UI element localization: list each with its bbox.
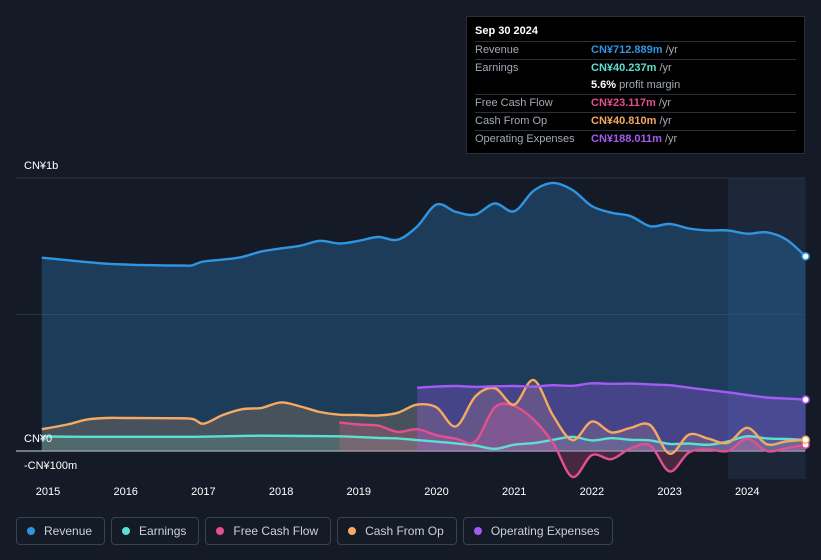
- x-axis-ticks: 2015 2016 2017 2018 2019 2020 2021 2022 2023 2024: [36, 486, 760, 498]
- tooltip-row-label: Operating Expenses: [475, 133, 575, 145]
- legend-label: Revenue: [44, 524, 93, 538]
- area-earnings: [41, 435, 806, 451]
- tooltip-row: Operating Expenses CN¥188.011m/yr: [475, 130, 796, 148]
- tooltip-row: 5.6% profit margin: [475, 77, 796, 94]
- x-tick-label: 2015: [36, 486, 60, 498]
- tooltip-date: Sep 30 2024: [475, 25, 538, 37]
- line-free-cash-flow: [339, 402, 806, 479]
- tooltip-row: Revenue CN¥712.889m/yr: [475, 41, 796, 59]
- x-tick-label: 2022: [580, 486, 604, 498]
- legend-item-free-cash-flow[interactable]: Free Cash Flow: [205, 517, 332, 545]
- end-marker-revenue: [801, 252, 810, 261]
- tooltip-row: Cash From Op CN¥40.810m/yr: [475, 112, 796, 130]
- tooltip-row-value: CN¥188.011m: [591, 133, 662, 145]
- legend-label: Cash From Op: [365, 524, 444, 538]
- legend-dot-icon: [473, 527, 482, 535]
- x-tick-label: 2016: [113, 486, 137, 498]
- tooltip-row-value: CN¥712.889m: [591, 44, 663, 56]
- x-tick-label: 2020: [424, 486, 448, 498]
- x-tick-label: 2019: [347, 486, 371, 498]
- tooltip-row-value: CN¥40.810m: [591, 115, 657, 127]
- y-axis-bottom-label: -CN¥100m: [24, 460, 78, 472]
- tooltip-row-unit: /yr: [665, 44, 678, 56]
- legend-item-operating-expenses[interactable]: Operating Expenses: [462, 517, 613, 545]
- line-revenue: [41, 181, 807, 267]
- tooltip-row-value: CN¥40.237m: [591, 62, 657, 74]
- past-year-highlight: [727, 178, 806, 479]
- legend-dot-icon: [348, 527, 357, 535]
- tooltip-row-label: Free Cash Flow: [475, 97, 553, 109]
- legend-label: Operating Expenses: [490, 524, 600, 538]
- tooltip-row-label: [475, 77, 591, 94]
- tooltip-row-unit: /yr: [664, 133, 678, 145]
- tooltip-row-label: Earnings: [475, 62, 519, 74]
- x-tick-label: 2017: [191, 486, 215, 498]
- legend-dot-icon: [122, 527, 131, 535]
- end-marker-cash-from-op: [801, 435, 810, 445]
- x-tick-label: 2021: [502, 486, 526, 498]
- legend-item-revenue[interactable]: Revenue: [16, 517, 106, 545]
- x-tick-label: 2023: [657, 486, 681, 498]
- series-end-markers: [801, 252, 810, 449]
- x-tick-label: 2018: [269, 486, 293, 498]
- line-cash-from-op: [41, 378, 806, 455]
- tooltip-row-unit: /yr: [659, 62, 672, 74]
- tooltip-rows: Revenue CN¥712.889m/yr Earnings CN¥40.237m /…: [475, 41, 796, 148]
- area-operating-expenses: [417, 383, 806, 451]
- legend-item-cash-from-op[interactable]: Cash From Op: [337, 517, 457, 545]
- gridlines: [16, 177, 806, 479]
- tooltip-row-label: Revenue: [475, 44, 520, 56]
- tooltip-row: Earnings CN¥40.237m/yr: [475, 59, 796, 77]
- y-axis-top-label: CN¥1b: [24, 160, 59, 172]
- legend-dot-icon: [216, 527, 225, 535]
- end-marker-operating-expenses: [801, 395, 810, 404]
- x-tick-label: 2024: [735, 486, 759, 498]
- line-operating-expenses: [417, 382, 806, 401]
- line-earnings: [41, 434, 806, 451]
- tooltip-row-value: CN¥23.117m: [591, 97, 656, 109]
- series-lines: [41, 181, 807, 479]
- tooltip-row-label: Cash From Op: [475, 115, 548, 127]
- tooltip-row: Free Cash Flow CN¥23.117m/yr: [475, 94, 796, 112]
- legend-item-earnings[interactable]: Earnings: [111, 517, 200, 545]
- legend-label: Free Cash Flow: [233, 524, 319, 538]
- tooltip-row-unit: /yr: [658, 97, 672, 109]
- legend-dot-icon: [27, 527, 35, 535]
- tooltip-row-unit: /yr: [659, 115, 672, 127]
- tooltip-row-value: 5.6%: [591, 79, 617, 91]
- y-axis-zero-label: CN¥0: [24, 433, 53, 445]
- legend-label: Earnings: [139, 524, 187, 538]
- chart-legend: Revenue Earnings Free Cash Flow Cash From O…: [16, 517, 613, 545]
- tooltip-row-unit: profit margin: [619, 79, 681, 91]
- data-tooltip: Sep 30 2024 Revenue CN¥712.889m/yr Earning…: [466, 16, 805, 154]
